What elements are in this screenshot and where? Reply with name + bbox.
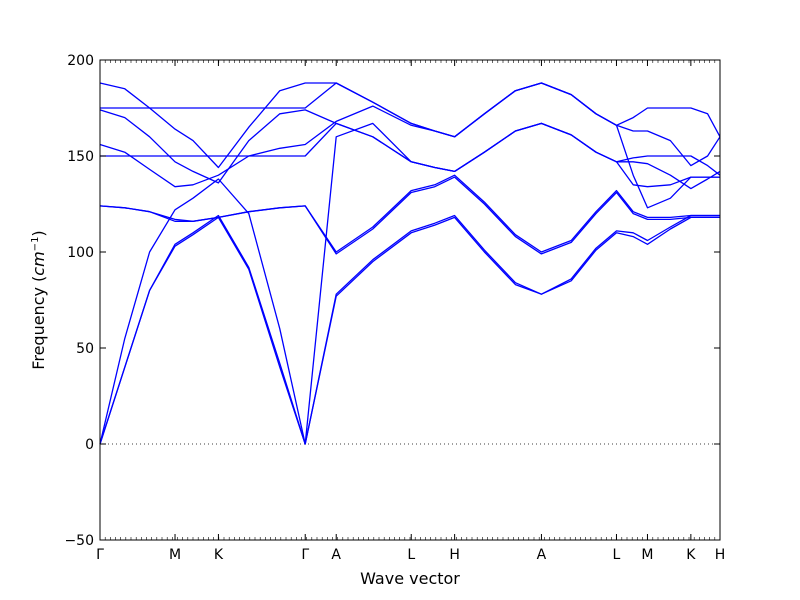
x-tick-label: Γ [96,547,104,563]
y-axis-label: Frequency (cm−1) [29,230,48,369]
x-axis-label: Wave vector [360,569,460,588]
x-tick-label: L [407,547,415,563]
y-tick-label: 0 [85,437,94,453]
plot-area-background [100,60,720,540]
phonon-band-10 [99,122,720,445]
y-tick-label: 50 [76,341,94,357]
x-tick-label: K [686,547,696,563]
phonon-band-4 [99,174,720,253]
x-tick-label: A [537,547,547,563]
phonon-band-9 [99,82,720,209]
phonon-band-2 [99,214,720,445]
y-tick-label: 150 [67,149,94,165]
x-tick-label: A [331,547,341,563]
x-tick-label: M [641,547,653,563]
y-tick-label: 100 [67,245,94,261]
x-tick-label: H [449,547,460,563]
x-tick-label: K [214,547,224,563]
y-axis-label-text: Frequency [29,287,48,370]
x-tick-label: L [613,547,621,563]
y-tick-label: 200 [67,53,94,69]
x-tick-label: H [715,547,726,563]
phonon-band-1 [99,216,720,445]
y-axis-label-unit: cm [29,251,48,275]
y-axis-label-unit-exponent: −1 [30,237,41,252]
x-tick-label: M [169,547,181,563]
y-tick-label: −50 [64,533,94,549]
x-tick-label: Γ [301,547,309,563]
